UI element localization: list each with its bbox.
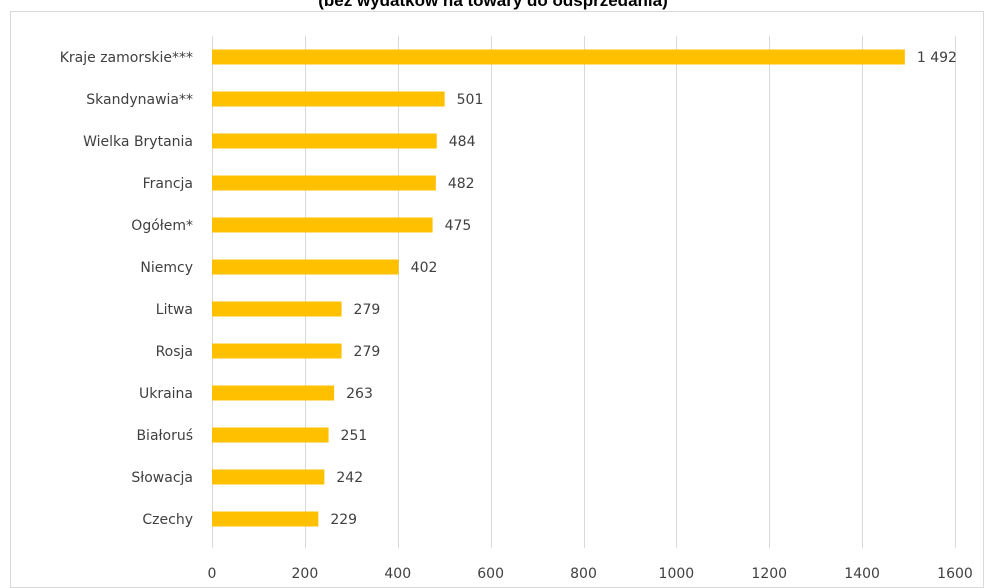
category-label: Wielka Brytania: [83, 134, 193, 150]
x-tick-label: 800: [570, 566, 597, 582]
bar: [212, 386, 334, 401]
category-label: Rosja: [156, 344, 193, 360]
bars: [212, 50, 905, 527]
bar: [212, 470, 324, 485]
data-label: 242: [336, 470, 363, 486]
bar: [212, 428, 329, 443]
category-label: Słowacja: [131, 470, 193, 486]
data-label: 482: [448, 176, 475, 192]
bar: [212, 344, 342, 359]
x-tick-label: 600: [477, 566, 504, 582]
data-label: 251: [341, 428, 368, 444]
bar: [212, 92, 445, 107]
category-label: Francja: [143, 176, 193, 192]
x-tick-label: 200: [292, 566, 319, 582]
data-label: 1 492: [917, 50, 957, 66]
category-labels: Kraje zamorskie*** Skandynawia** Wielka Br…: [60, 50, 193, 528]
bar: [212, 218, 433, 233]
category-label: Ogółem*: [131, 218, 193, 234]
data-label: 279: [354, 302, 381, 318]
x-tick-label: 400: [384, 566, 411, 582]
category-label: Niemcy: [140, 260, 193, 276]
bar: [212, 302, 342, 317]
bar: [212, 176, 436, 191]
bar: [212, 512, 318, 527]
data-label: 484: [449, 134, 476, 150]
category-label: Litwa: [156, 302, 193, 318]
category-label: Czechy: [142, 512, 193, 528]
data-label: 279: [354, 344, 381, 360]
x-tick-label: 0: [208, 566, 217, 582]
data-label: 229: [330, 512, 357, 528]
data-label: 263: [346, 386, 373, 402]
bar: [212, 134, 437, 149]
bar: [212, 260, 399, 275]
category-label: Skandynawia**: [86, 92, 193, 108]
category-label: Ukraina: [139, 386, 193, 402]
x-tick-label: 1000: [659, 566, 695, 582]
x-tick-label: 1600: [937, 566, 973, 582]
x-tick-label: 1200: [751, 566, 787, 582]
bar: [212, 50, 905, 65]
category-label: Białoruś: [136, 428, 193, 444]
data-label: 402: [411, 260, 438, 276]
x-axis-tick-labels: 0 200 400 600 800 1000 1200 1400 1600: [208, 566, 973, 582]
x-tick-label: 1400: [844, 566, 880, 582]
category-label: Kraje zamorskie***: [60, 50, 193, 66]
data-label: 501: [457, 92, 484, 108]
data-label: 475: [445, 218, 472, 234]
